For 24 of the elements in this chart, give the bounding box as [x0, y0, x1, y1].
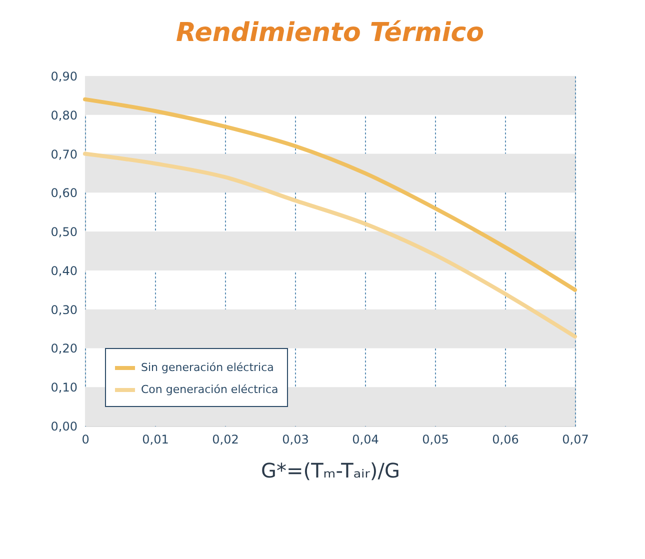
x-tick-label: 0,04	[352, 432, 379, 446]
line-series	[83, 97, 577, 292]
y-tick-label: 0,00	[50, 420, 78, 434]
y-tick-label: 0,50	[50, 225, 78, 240]
y-tick-label: 0,80	[50, 108, 78, 122]
legend-label: Con generación eléctrica	[141, 383, 278, 396]
x-tick-label: 0,02	[212, 432, 239, 446]
x-tick-label: 0,07	[562, 432, 589, 446]
x-tick-label: 0	[82, 432, 90, 446]
x-tick-label: 0,06	[492, 432, 519, 446]
x-tick-label: 0,01	[142, 432, 169, 446]
y-tick-label: 0,10	[50, 380, 78, 395]
chart-title: Rendimiento Térmico	[176, 18, 484, 48]
x-tick-label: 0,05	[422, 432, 449, 446]
y-tick-label: 0,40	[50, 264, 78, 278]
x-tick-label: 0,03	[282, 432, 309, 446]
x-axis-title: G*=(Tₘ-Tₐᵢᵣ)/G	[261, 458, 400, 482]
y-tick-label: 0,20	[50, 342, 78, 356]
y-tick-label: 0,70	[50, 147, 78, 162]
y-tick-label: 0,60	[50, 186, 78, 200]
y-tick-label: 0,30	[50, 302, 78, 317]
legend-label: Sin generación eléctrica	[141, 361, 274, 374]
line-series	[83, 152, 577, 339]
y-tick-label: 0,90	[50, 70, 78, 84]
